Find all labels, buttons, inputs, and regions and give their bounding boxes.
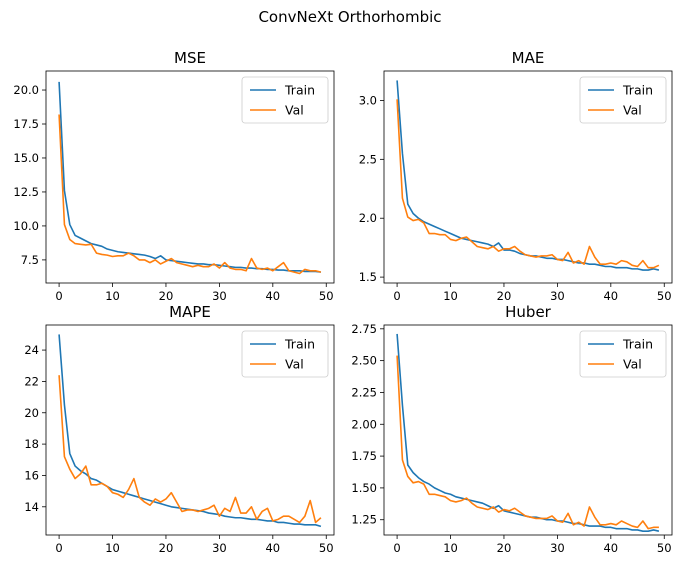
x-tick-label: 0 [55, 541, 62, 555]
x-tick-label: 10 [105, 541, 120, 555]
figure-title: ConvNeXt Orthorhombic [258, 8, 441, 26]
series-line-val [396, 355, 659, 530]
axes-frame [45, 324, 335, 536]
subplot-mse: MSE 0 10 20 30 40 50 7.5 10.0 12.5 15.0 17.5 20.0 Tra… [13, 49, 335, 303]
y-tick-label: 14 [24, 500, 39, 514]
x-tick-label: 0 [55, 289, 62, 303]
y-tick-label: 2.75 [351, 322, 377, 336]
x-tick-label: 50 [319, 541, 334, 555]
subplot-title: MAE [512, 49, 545, 67]
y-tick-label: 2.25 [351, 385, 377, 399]
subplot-huber: Huber 0 10 20 30 40 50 1.25 1.50 1.75 2.00 2.25 2.50… [351, 303, 673, 555]
x-tick-label: 20 [159, 289, 174, 303]
y-tick-label: 12.5 [13, 185, 39, 199]
x-tick-label: 50 [657, 541, 672, 555]
y-tick-label: 2.00 [351, 417, 377, 431]
series-line-val [58, 375, 322, 524]
x-tick-label: 0 [393, 541, 400, 555]
axes-frame [45, 70, 335, 284]
y-tick-label: 16 [24, 468, 39, 482]
y-tick-label: 1.50 [351, 481, 377, 495]
x-tick-label: 30 [212, 289, 227, 303]
y-tick-label: 7.5 [21, 253, 39, 267]
legend-label-val: Val [623, 103, 642, 118]
legend: Train Val [579, 76, 667, 124]
x-tick-label: 10 [443, 541, 458, 555]
y-tick-label: 22 [24, 374, 39, 388]
legend-label-train: Train [622, 337, 653, 352]
y-tick-label: 17.5 [13, 117, 39, 131]
legend-label-val: Val [623, 357, 642, 372]
legend: Train Val [241, 330, 329, 378]
y-tick-label: 10.0 [13, 219, 39, 233]
legend-label-train: Train [622, 83, 653, 98]
subplot-title: MAPE [169, 303, 211, 321]
legend-box [579, 330, 667, 378]
y-tick-label: 1.5 [359, 270, 377, 284]
x-tick-label: 40 [603, 541, 618, 555]
series-line-val [396, 99, 660, 269]
x-tick-label: 40 [265, 541, 280, 555]
y-tick-label: 2.50 [351, 354, 377, 368]
x-tick-label: 30 [212, 541, 227, 555]
series-line-train [58, 81, 322, 273]
axes-frame [383, 324, 673, 536]
y-tick-label: 2.0 [359, 211, 377, 225]
y-tick-label: 24 [24, 343, 39, 357]
y-tick-label: 2.5 [359, 152, 377, 166]
x-tick-label: 0 [393, 289, 400, 303]
subplot-title: MSE [174, 49, 206, 67]
legend: Train Val [579, 330, 667, 378]
y-tick-label: 1.25 [351, 513, 377, 527]
subplot-grid: MSE 0 10 20 30 40 50 7.5 10.0 12.5 15.0 17.5 20.0 Tra… [13, 49, 673, 555]
legend: Train Val [241, 76, 329, 124]
y-tick-label: 1.75 [351, 449, 377, 463]
x-tick-label: 10 [105, 289, 120, 303]
y-tick-label: 20.0 [13, 83, 39, 97]
legend-label-val: Val [285, 357, 304, 372]
legend-box [241, 330, 329, 378]
x-tick-label: 50 [657, 289, 672, 303]
x-tick-label: 30 [550, 541, 565, 555]
y-tick-label: 18 [24, 437, 39, 451]
x-tick-label: 30 [550, 289, 565, 303]
x-tick-label: 20 [497, 289, 512, 303]
subplot-mape: MAPE 0 10 20 30 40 50 14 16 18 20 22 24 Train Val [24, 303, 335, 555]
legend-box [241, 76, 329, 124]
x-tick-label: 40 [265, 289, 280, 303]
y-tick-label: 3.0 [359, 93, 377, 107]
y-tick-label: 15.0 [13, 151, 39, 165]
x-tick-label: 50 [319, 289, 334, 303]
x-tick-label: 10 [443, 289, 458, 303]
x-tick-label: 20 [159, 541, 174, 555]
series-line-val [58, 114, 322, 275]
subplot-mae: MAE 0 10 20 30 40 50 1.5 2.0 2.5 3.0 Train Val [359, 49, 673, 303]
x-tick-label: 40 [603, 289, 618, 303]
axes-frame [383, 70, 673, 284]
legend-label-train: Train [284, 83, 315, 98]
subplot-title: Huber [505, 303, 552, 321]
legend-label-train: Train [284, 337, 315, 352]
y-tick-label: 20 [24, 406, 39, 420]
legend-box [579, 76, 667, 124]
legend-label-val: Val [285, 103, 304, 118]
x-tick-label: 20 [497, 541, 512, 555]
